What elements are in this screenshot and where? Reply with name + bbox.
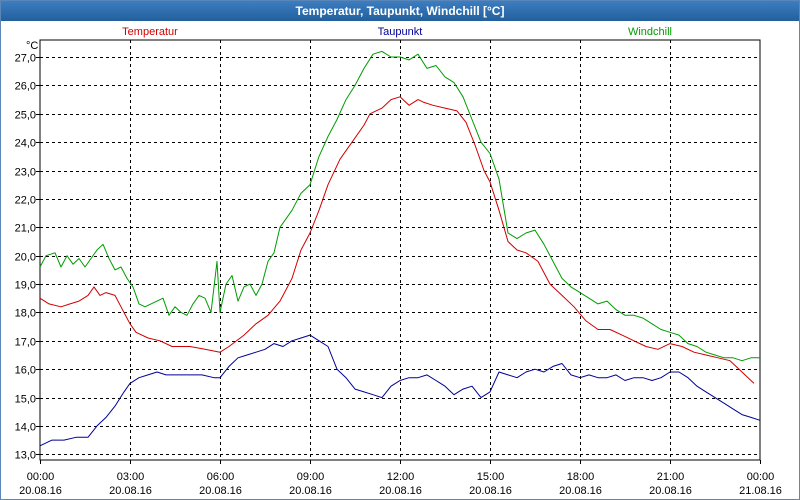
series-line-taupunkt xyxy=(39,334,761,447)
y-tick-label: 21,0 xyxy=(15,223,36,235)
legend: Temperatur Taupunkt Windchill xyxy=(122,26,672,38)
series-line-temperatur xyxy=(39,96,755,384)
x-tick-label-time: 03:00 xyxy=(117,471,145,483)
x-tick-label-date: 20.08.16 xyxy=(649,485,692,497)
y-tick-label: 16,0 xyxy=(15,365,36,377)
x-tick-label-date: 20.08.16 xyxy=(109,485,152,497)
y-tick-label: 14,0 xyxy=(15,422,36,434)
x-tick-label-time: 09:00 xyxy=(297,471,325,483)
x-tick-label-date: 20.08.16 xyxy=(379,485,422,497)
x-tick-label-date: 20.08.16 xyxy=(19,485,62,497)
x-tick-label-date: 20.08.16 xyxy=(559,485,602,497)
series-line-windchill xyxy=(39,50,760,362)
y-tick-label: 27,0 xyxy=(15,53,36,65)
x-tick-label-date: 20.08.16 xyxy=(199,485,242,497)
y-tick-label: 19,0 xyxy=(15,280,36,292)
legend-entry-windchill: Windchill xyxy=(628,26,672,38)
x-tick-label-time: 00:00 xyxy=(27,471,55,483)
y-tick-label: 20,0 xyxy=(15,252,36,264)
legend-entry-taupunkt: Taupunkt xyxy=(378,26,423,38)
x-tick-label-time: 06:00 xyxy=(207,471,235,483)
x-tick-label-time: 18:00 xyxy=(567,471,595,483)
x-tick-label-time: 12:00 xyxy=(387,471,415,483)
series-lines xyxy=(39,50,761,447)
x-tick-label-date: 21.08.16 xyxy=(739,485,782,497)
axes: 13,0 14,0 15,0 16,0 17,0 18,0 19,0 20,0 21,0 22,0… xyxy=(15,40,782,497)
x-tick-label-time: 00:00 xyxy=(747,471,775,483)
x-tick-label-time: 21:00 xyxy=(657,471,685,483)
y-tick-label: 15,0 xyxy=(15,394,36,406)
legend-entry-temperatur: Temperatur xyxy=(122,26,178,38)
y-tick-label: 13,0 xyxy=(15,450,36,462)
y-tick-label: 17,0 xyxy=(15,337,36,349)
x-tick-label-date: 20.08.16 xyxy=(469,485,512,497)
x-tick-label-time: 15:00 xyxy=(477,471,505,483)
window-title: Temperatur, Taupunkt, Windchill [°C] xyxy=(1,1,799,21)
grid xyxy=(40,40,760,460)
y-tick-label: 23,0 xyxy=(15,167,36,179)
y-tick-label: 18,0 xyxy=(15,308,36,320)
y-tick-label: 24,0 xyxy=(15,138,36,150)
y-axis-label: °C xyxy=(26,40,38,52)
y-tick-label: 22,0 xyxy=(15,195,36,207)
y-tick-label: 26,0 xyxy=(15,81,36,93)
y-tick-label: 25,0 xyxy=(15,110,36,122)
x-tick-label-date: 20.08.16 xyxy=(289,485,332,497)
